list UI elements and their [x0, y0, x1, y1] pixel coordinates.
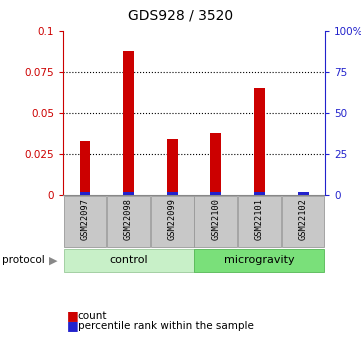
FancyBboxPatch shape [151, 196, 193, 247]
Bar [79, 192, 91, 195]
FancyBboxPatch shape [64, 249, 193, 272]
Text: ■: ■ [67, 319, 79, 333]
Text: GSM22101: GSM22101 [255, 198, 264, 239]
Text: ▶: ▶ [49, 256, 58, 265]
FancyBboxPatch shape [64, 196, 106, 247]
Text: protocol: protocol [2, 256, 44, 265]
FancyBboxPatch shape [238, 196, 281, 247]
Bar [254, 88, 265, 195]
Text: GSM22099: GSM22099 [168, 198, 177, 239]
Text: microgravity: microgravity [224, 256, 295, 265]
Text: GSM22097: GSM22097 [81, 198, 90, 239]
Text: percentile rank within the sample: percentile rank within the sample [78, 321, 253, 331]
Bar [79, 141, 91, 195]
Bar [167, 139, 178, 195]
Bar [167, 192, 178, 195]
Text: count: count [78, 311, 107, 321]
Text: GSM22102: GSM22102 [299, 198, 308, 239]
FancyBboxPatch shape [195, 196, 237, 247]
Bar [210, 132, 221, 195]
Bar [123, 51, 134, 195]
Bar [123, 192, 134, 195]
Bar [254, 192, 265, 195]
Text: ■: ■ [67, 309, 79, 322]
FancyBboxPatch shape [195, 249, 325, 272]
Text: GSM22098: GSM22098 [124, 198, 133, 239]
FancyBboxPatch shape [107, 196, 150, 247]
Bar [297, 192, 309, 195]
FancyBboxPatch shape [282, 196, 325, 247]
Text: control: control [109, 256, 148, 265]
Text: GDS928 / 3520: GDS928 / 3520 [128, 9, 233, 23]
Text: GSM22100: GSM22100 [211, 198, 220, 239]
Bar [210, 192, 221, 195]
